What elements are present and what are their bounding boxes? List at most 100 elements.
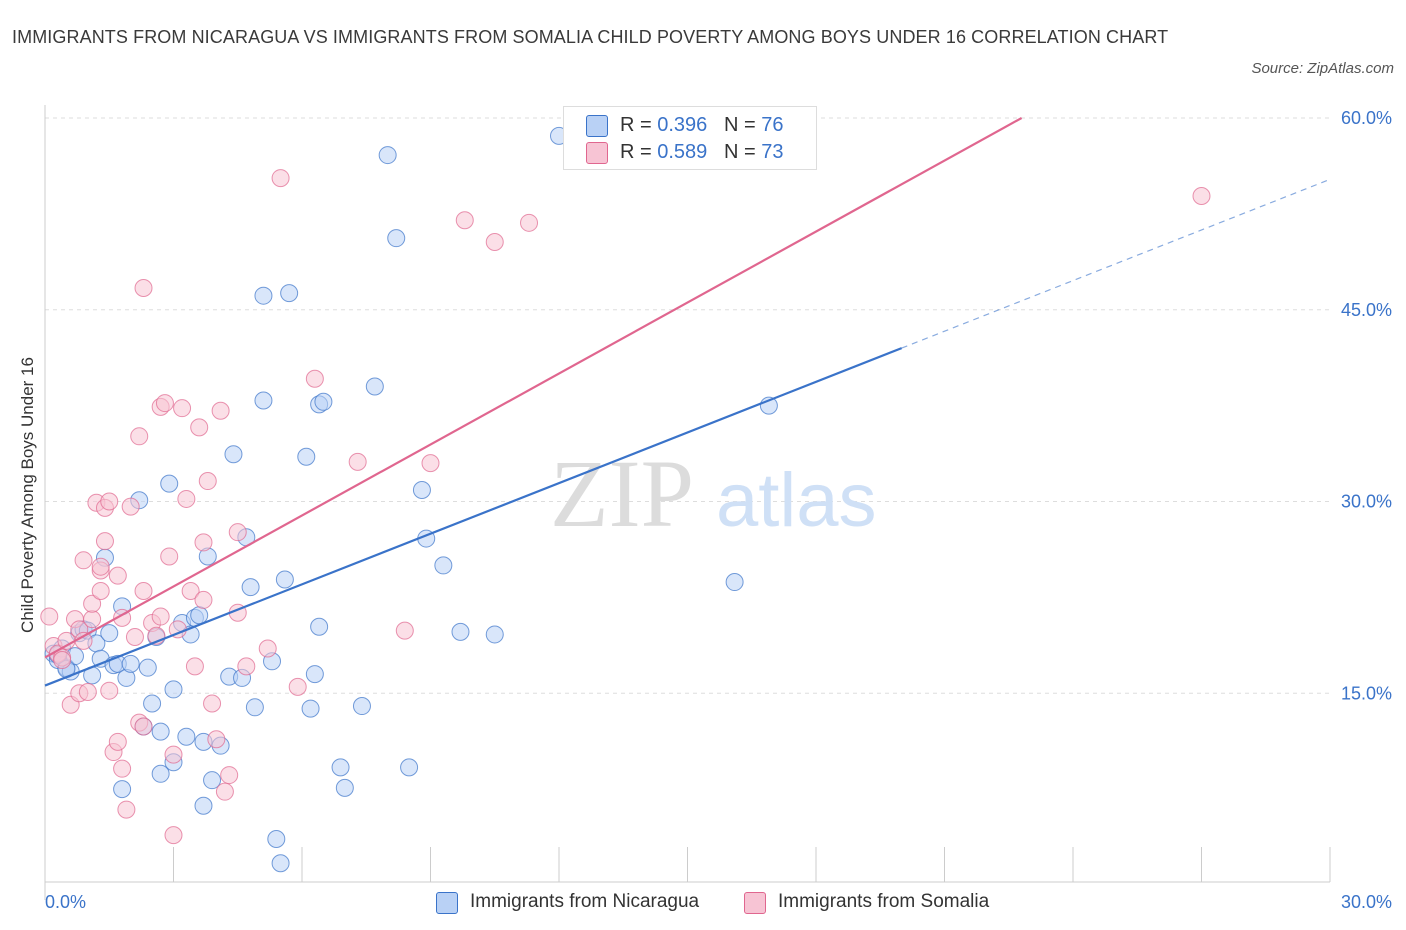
point-nicaragua: [121, 654, 140, 673]
point-somalia: [121, 497, 140, 516]
point-somalia: [520, 213, 539, 232]
point-somalia: [134, 279, 153, 298]
point-somalia: [74, 551, 93, 570]
point-somalia: [194, 533, 213, 552]
point-nicaragua: [434, 556, 453, 575]
point-nicaragua: [365, 377, 384, 396]
point-nicaragua: [267, 829, 286, 848]
y-axis-label: Child Poverty Among Boys Under 16: [18, 357, 37, 633]
point-somalia: [220, 766, 239, 785]
point-nicaragua: [301, 699, 320, 718]
point-somalia: [134, 717, 153, 736]
point-somalia: [100, 492, 119, 511]
point-nicaragua: [297, 447, 316, 466]
point-nicaragua: [100, 624, 119, 643]
point-somalia: [95, 532, 114, 551]
legend-label-nicaragua: Immigrants from Nicaragua: [470, 891, 700, 912]
point-somalia: [1192, 186, 1211, 205]
point-somalia: [455, 211, 474, 230]
point-somalia: [164, 826, 183, 845]
point-somalia: [305, 369, 324, 388]
point-somalia: [40, 607, 59, 626]
point-nicaragua: [275, 570, 294, 589]
point-nicaragua: [314, 392, 333, 411]
legend-swatch-blue: [586, 115, 608, 137]
n-value: 73: [761, 141, 784, 163]
r-label: R =: [620, 114, 658, 136]
point-somalia: [134, 581, 153, 600]
point-somalia: [421, 454, 440, 473]
legend-text-nicaragua: R = 0.396 N = 76: [620, 112, 783, 138]
x-tick-label: 30.0%: [1341, 892, 1392, 912]
axes: 15.0% 30.0% 45.0% 60.0% 0.0% 30.0%: [44, 105, 1392, 912]
point-nicaragua: [245, 698, 264, 717]
point-somalia: [155, 394, 174, 413]
point-somalia: [151, 607, 170, 626]
point-nicaragua: [194, 796, 213, 815]
point-somalia: [288, 677, 307, 696]
point-somalia: [78, 682, 97, 701]
point-somalia: [185, 657, 204, 676]
point-somalia: [117, 800, 136, 819]
point-somalia: [130, 427, 149, 446]
source-label: Source: ZipAtlas.com: [1251, 60, 1394, 77]
point-somalia: [228, 523, 247, 542]
legend-text-somalia: R = 0.589 N = 73: [620, 139, 783, 165]
point-nicaragua: [271, 854, 290, 873]
watermark-atlas: atlas: [716, 458, 877, 543]
data-points: [40, 126, 1211, 873]
point-nicaragua: [387, 229, 406, 248]
y-tick-label: 30.0%: [1341, 492, 1392, 512]
legend-label-somalia: Immigrants from Somalia: [778, 891, 990, 912]
point-somalia: [164, 745, 183, 764]
point-somalia: [108, 566, 127, 585]
point-nicaragua: [164, 680, 183, 699]
point-somalia: [91, 557, 110, 576]
legend-swatch-pink: [586, 142, 608, 164]
point-somalia: [173, 399, 192, 418]
point-somalia: [211, 401, 230, 420]
point-nicaragua: [160, 474, 179, 493]
point-somalia: [215, 782, 234, 801]
trend-line-nicaragua-extension: [901, 178, 1331, 349]
point-somalia: [203, 694, 222, 713]
legend-swatch-blue: [436, 892, 458, 914]
point-nicaragua: [241, 578, 260, 597]
y-tick-label: 60.0%: [1341, 108, 1392, 128]
point-nicaragua: [203, 771, 222, 790]
legend-swatch-pink: [744, 892, 766, 914]
r-value: 0.396: [657, 114, 708, 136]
point-somalia: [395, 621, 414, 640]
point-nicaragua: [725, 573, 744, 592]
point-nicaragua: [254, 286, 273, 305]
point-somalia: [83, 594, 102, 613]
n-value: 76: [761, 114, 784, 136]
point-nicaragua: [151, 764, 170, 783]
point-nicaragua: [254, 391, 273, 410]
point-nicaragua: [331, 758, 350, 777]
point-nicaragua: [451, 622, 470, 641]
point-somalia: [100, 681, 119, 700]
point-nicaragua: [378, 146, 397, 165]
point-nicaragua: [485, 625, 504, 644]
point-somalia: [258, 639, 277, 658]
point-nicaragua: [224, 445, 243, 464]
point-somalia: [181, 581, 200, 600]
point-somalia: [190, 418, 209, 437]
point-nicaragua: [190, 606, 209, 625]
point-somalia: [271, 169, 290, 188]
point-somalia: [348, 452, 367, 471]
watermark-zip: ZIP: [550, 440, 694, 547]
point-somalia: [74, 631, 93, 650]
point-nicaragua: [400, 758, 419, 777]
point-nicaragua: [113, 780, 132, 799]
point-nicaragua: [310, 617, 329, 636]
point-nicaragua: [305, 665, 324, 684]
r-value: 0.589: [657, 141, 708, 163]
point-somalia: [91, 581, 110, 600]
point-somalia: [237, 657, 256, 676]
point-somalia: [83, 610, 102, 629]
point-nicaragua: [143, 694, 162, 713]
correlation-legend: R = 0.396 N = 76 R = 0.589 N = 73: [563, 106, 817, 170]
